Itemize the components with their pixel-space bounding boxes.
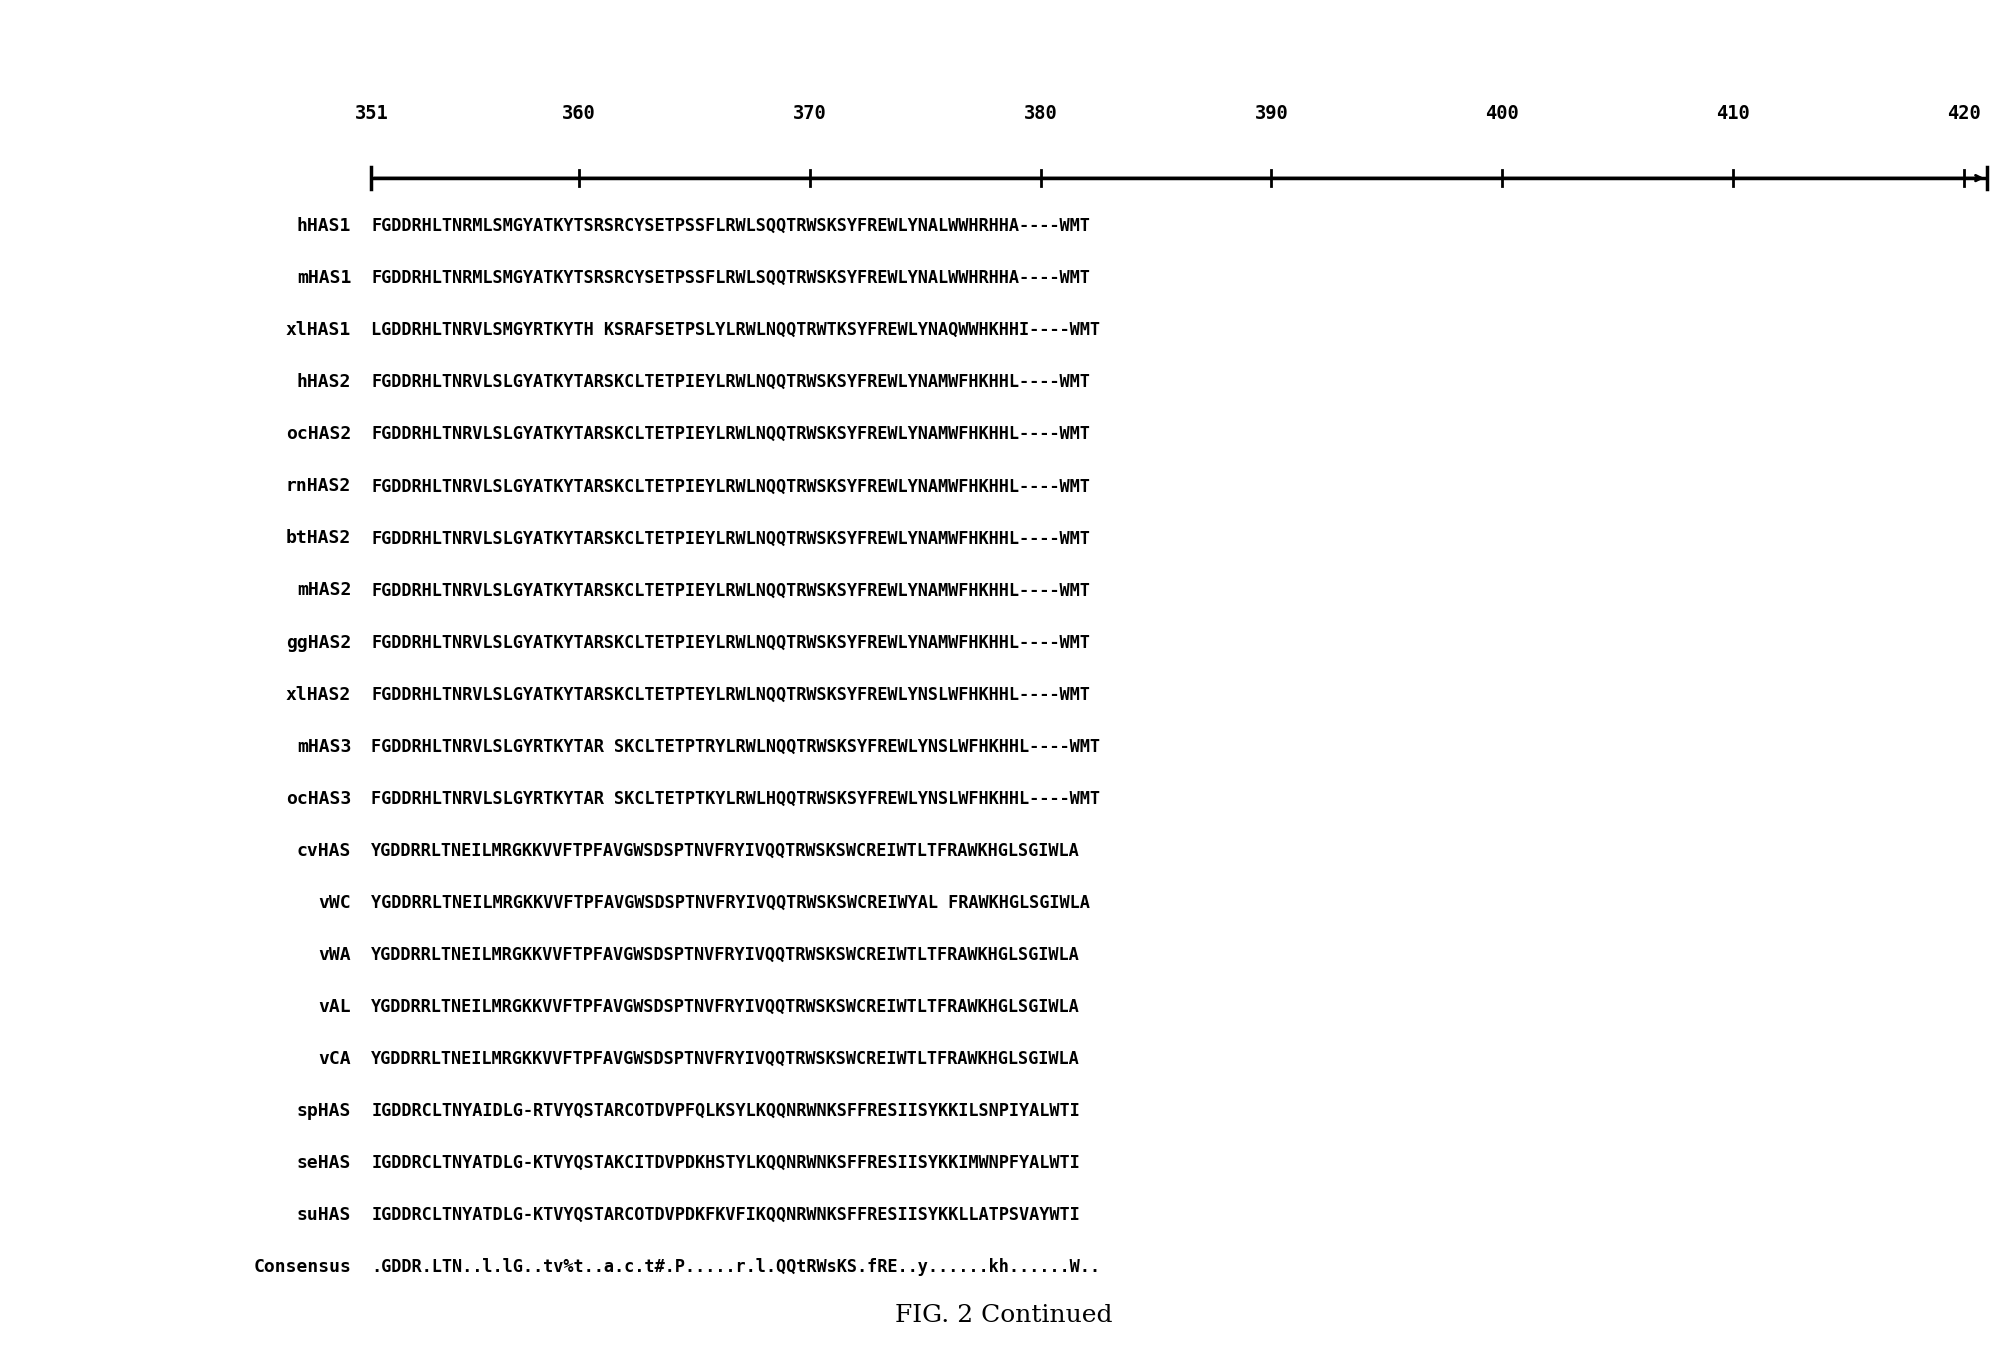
Text: IGDDRCLTNYAIDLG-RTVYQSTARCOTDVPFQLKSYLKQQNRWNKSFFRESIISYKKILSNPIYALWTI: IGDDRCLTNYAIDLG-RTVYQSTARCOTDVPFQLKSYLKQ… xyxy=(371,1101,1080,1121)
Text: YGDDRRLTNEILMRGKKVVFTPFAVGWSDSPTNVFRYIVQQTRWSKSWCREIWTLTFRAWKHGLSGIWLA: YGDDRRLTNEILMRGKKVVFTPFAVGWSDSPTNVFRYIVQ… xyxy=(371,841,1080,860)
Text: IGDDRCLTNYATDLG-KTVYQSTAKCITDVPDKHSTYLKQQNRWNKSFFRESIISYKKIMWNPFYALWTI: IGDDRCLTNYATDLG-KTVYQSTAKCITDVPDKHSTYLKQ… xyxy=(371,1154,1080,1173)
Text: 370: 370 xyxy=(793,104,827,123)
Text: FIG. 2 Continued: FIG. 2 Continued xyxy=(895,1304,1112,1326)
Text: mHAS3: mHAS3 xyxy=(297,737,351,756)
Text: xlHAS2: xlHAS2 xyxy=(285,685,351,704)
Text: YGDDRRLTNEILMRGKKVVFTPFAVGWSDSPTNVFRYIVQQTRWSKSWCREIWTLTFRAWKHGLSGIWLA: YGDDRRLTNEILMRGKKVVFTPFAVGWSDSPTNVFRYIVQ… xyxy=(371,997,1080,1017)
Text: seHAS: seHAS xyxy=(297,1154,351,1173)
Text: btHAS2: btHAS2 xyxy=(285,529,351,548)
Text: suHAS: suHAS xyxy=(297,1206,351,1225)
Text: FGDDRHLTNRMLSMGYATKYTSRSRCYSETPSSFLRWLSQQTRWSKSYFREWLYNALWWHRHHA----WMT: FGDDRHLTNRMLSMGYATKYTSRSRCYSETPSSFLRWLSQ… xyxy=(371,216,1090,236)
Text: Consensus: Consensus xyxy=(253,1258,351,1277)
Text: xlHAS1: xlHAS1 xyxy=(285,321,351,340)
Text: 390: 390 xyxy=(1254,104,1288,123)
Text: FGDDRHLTNRVLSLGYRTKYTAR SKCLTETPTRYLRWLNQQTRWSKSYFREWLYNSLWFHKHHL----WMT: FGDDRHLTNRVLSLGYRTKYTAR SKCLTETPTRYLRWLN… xyxy=(371,737,1100,756)
Text: hHAS1: hHAS1 xyxy=(297,216,351,236)
Text: 360: 360 xyxy=(562,104,596,123)
Text: hHAS2: hHAS2 xyxy=(297,373,351,392)
Text: YGDDRRLTNEILMRGKKVVFTPFAVGWSDSPTNVFRYIVQQTRWSKSWCREIWYAL FRAWKHGLSGIWLA: YGDDRRLTNEILMRGKKVVFTPFAVGWSDSPTNVFRYIVQ… xyxy=(371,893,1090,912)
Text: ggHAS2: ggHAS2 xyxy=(285,633,351,652)
Text: FGDDRHLTNRVLSLGYATKYTARSKCLTETPIEYLRWLNQQTRWSKSYFREWLYNAMWFHKHHL----WMT: FGDDRHLTNRVLSLGYATKYTARSKCLTETPIEYLRWLNQ… xyxy=(371,633,1090,652)
Text: cvHAS: cvHAS xyxy=(297,841,351,860)
Text: 380: 380 xyxy=(1024,104,1058,123)
Text: 400: 400 xyxy=(1485,104,1519,123)
Text: mHAS1: mHAS1 xyxy=(297,269,351,288)
Text: ocHAS2: ocHAS2 xyxy=(285,425,351,444)
Text: FGDDRHLTNRVLSLGYATKYTARSKCLTETPTEYLRWLNQQTRWSKSYFREWLYNSLWFHKHHL----WMT: FGDDRHLTNRVLSLGYATKYTARSKCLTETPTEYLRWLNQ… xyxy=(371,685,1090,704)
Text: 420: 420 xyxy=(1947,104,1981,123)
Text: LGDDRHLTNRVLSMGYRTKYTH KSRAFSETPSLYLRWLNQQTRWTKSYFREWLYNAQWWHKHHI----WMT: LGDDRHLTNRVLSMGYRTKYTH KSRAFSETPSLYLRWLN… xyxy=(371,321,1100,340)
Text: mHAS2: mHAS2 xyxy=(297,581,351,600)
Text: vWC: vWC xyxy=(319,893,351,912)
Text: FGDDRHLTNRVLSLGYATKYTARSKCLTETPIEYLRWLNQQTRWSKSYFREWLYNAMWFHKHHL----WMT: FGDDRHLTNRVLSLGYATKYTARSKCLTETPIEYLRWLNQ… xyxy=(371,581,1090,600)
Text: ocHAS3: ocHAS3 xyxy=(285,789,351,808)
Text: FGDDRHLTNRVLSLGYATKYTARSKCLTETPIEYLRWLNQQTRWSKSYFREWLYNAMWFHKHHL----WMT: FGDDRHLTNRVLSLGYATKYTARSKCLTETPIEYLRWLNQ… xyxy=(371,373,1090,392)
Text: FGDDRHLTNRVLSLGYRTKYTAR SKCLTETPTKYLRWLHQQTRWSKSYFREWLYNSLWFHKHHL----WMT: FGDDRHLTNRVLSLGYRTKYTAR SKCLTETPTKYLRWLH… xyxy=(371,789,1100,808)
Text: FGDDRHLTNRVLSLGYATKYTARSKCLTETPIEYLRWLNQQTRWSKSYFREWLYNAMWFHKHHL----WMT: FGDDRHLTNRVLSLGYATKYTARSKCLTETPIEYLRWLNQ… xyxy=(371,529,1090,548)
Text: vWA: vWA xyxy=(319,945,351,964)
Text: .GDDR.LTN..l.lG..tv%t..a.c.t#.P.....r.l.QQtRWsKS.fRE..y......kh......W..: .GDDR.LTN..l.lG..tv%t..a.c.t#.P.....r.l.… xyxy=(371,1258,1100,1277)
Text: rnHAS2: rnHAS2 xyxy=(285,477,351,496)
Text: FGDDRHLTNRVLSLGYATKYTARSKCLTETPIEYLRWLNQQTRWSKSYFREWLYNAMWFHKHHL----WMT: FGDDRHLTNRVLSLGYATKYTARSKCLTETPIEYLRWLNQ… xyxy=(371,425,1090,444)
Text: 410: 410 xyxy=(1716,104,1750,123)
Text: IGDDRCLTNYATDLG-KTVYQSTARCOTDVPDKFKVFIKQQNRWNKSFFRESIISYKKLLATPSVAYWTI: IGDDRCLTNYATDLG-KTVYQSTARCOTDVPDKFKVFIKQ… xyxy=(371,1206,1080,1225)
Text: FGDDRHLTNRMLSMGYATKYTSRSRCYSETPSSFLRWLSQQTRWSKSYFREWLYNALWWHRHHA----WMT: FGDDRHLTNRMLSMGYATKYTSRSRCYSETPSSFLRWLSQ… xyxy=(371,269,1090,288)
Text: spHAS: spHAS xyxy=(297,1101,351,1121)
Text: vAL: vAL xyxy=(319,997,351,1017)
Text: 351: 351 xyxy=(355,104,387,123)
Text: YGDDRRLTNEILMRGKKVVFTPFAVGWSDSPTNVFRYIVQQTRWSKSWCREIWTLTFRAWKHGLSGIWLA: YGDDRRLTNEILMRGKKVVFTPFAVGWSDSPTNVFRYIVQ… xyxy=(371,1049,1080,1069)
Text: YGDDRRLTNEILMRGKKVVFTPFAVGWSDSPTNVFRYIVQQTRWSKSWCREIWTLTFRAWKHGLSGIWLA: YGDDRRLTNEILMRGKKVVFTPFAVGWSDSPTNVFRYIVQ… xyxy=(371,945,1080,964)
Text: vCA: vCA xyxy=(319,1049,351,1069)
Text: FGDDRHLTNRVLSLGYATKYTARSKCLTETPIEYLRWLNQQTRWSKSYFREWLYNAMWFHKHHL----WMT: FGDDRHLTNRVLSLGYATKYTARSKCLTETPIEYLRWLNQ… xyxy=(371,477,1090,496)
